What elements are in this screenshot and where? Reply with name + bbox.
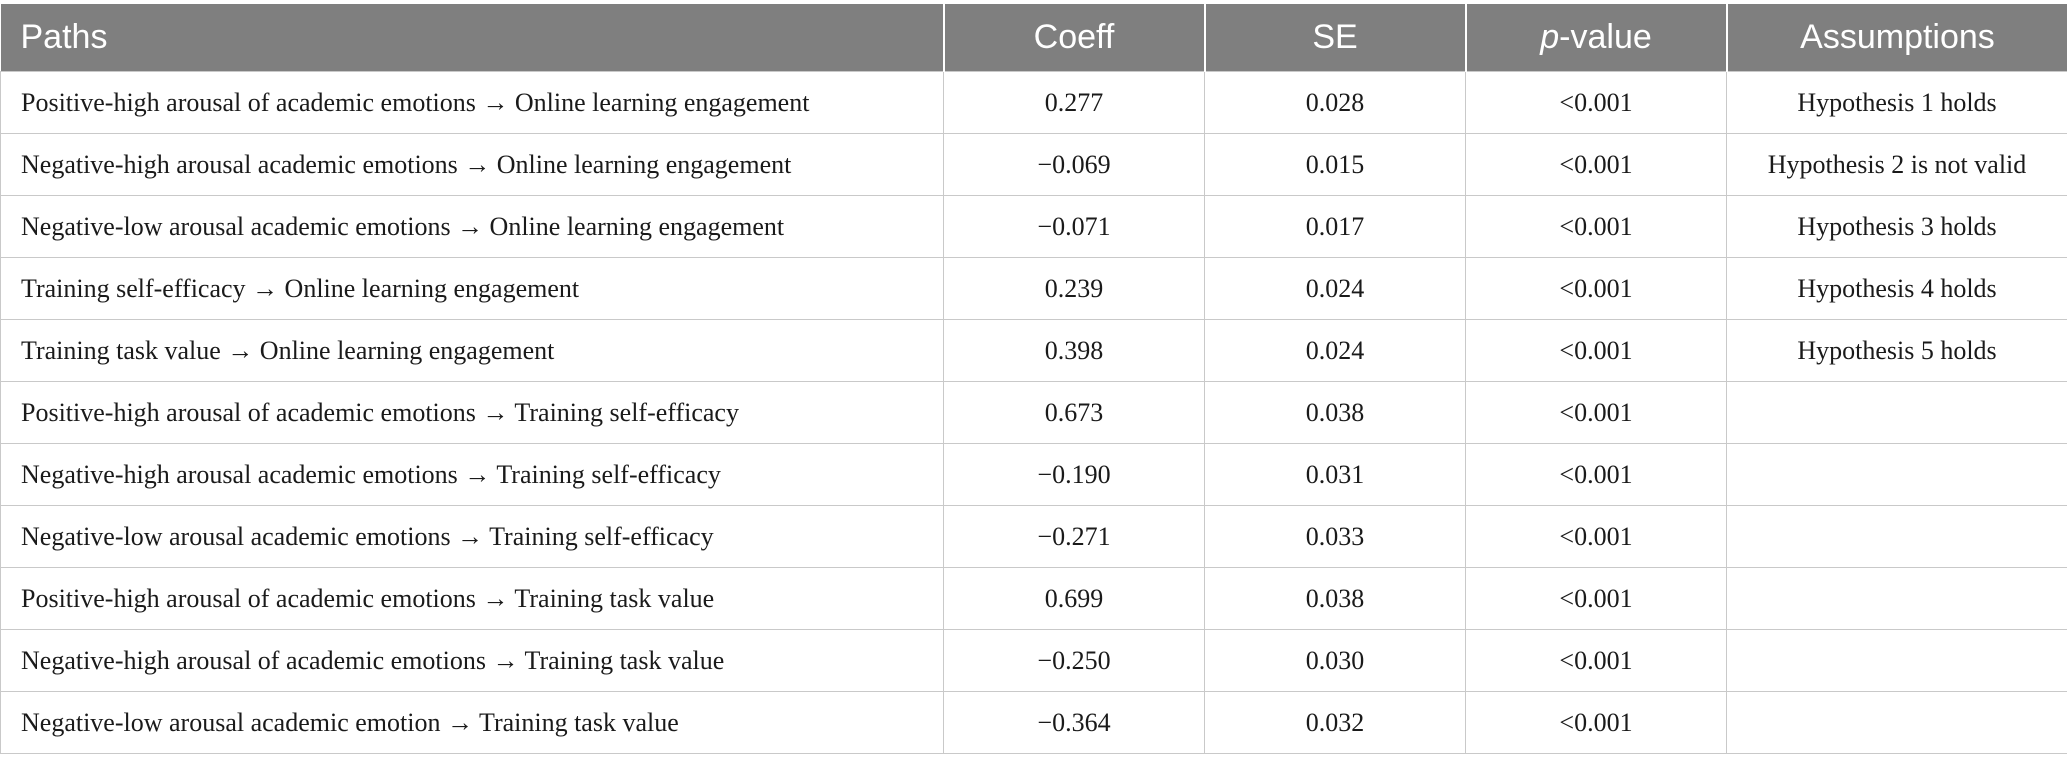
assumption-cell: [1726, 381, 2067, 444]
path-cell: Negative-high arousal academic emotions …: [0, 133, 944, 196]
path-cell: Negative-low arousal academic emotions →…: [0, 195, 944, 258]
se-cell: 0.033: [1204, 505, 1466, 568]
path-cell: Training self-efficacy → Online learning…: [0, 257, 944, 320]
p-value-cell: <0.001: [1465, 443, 1727, 506]
assumption-cell: Hypothesis 1 holds: [1726, 71, 2067, 134]
p-value-cell: <0.001: [1465, 71, 1727, 134]
path-cell: Negative-high arousal of academic emotio…: [0, 629, 944, 692]
p-value-cell: <0.001: [1465, 381, 1727, 444]
assumption-cell: Hypothesis 4 holds: [1726, 257, 2067, 320]
p-value-cell: <0.001: [1465, 629, 1727, 692]
header-se: SE: [1203, 4, 1466, 72]
table-row: Negative-low arousal academic emotions →…: [0, 505, 2067, 568]
p-value-cell: <0.001: [1465, 319, 1727, 382]
coeff-cell: −0.190: [943, 443, 1205, 506]
table-row: Negative-high arousal academic emotions …: [0, 443, 2067, 506]
header-row: Paths Coeff SE p-value Assumptions: [0, 4, 2067, 72]
table-row: Positive-high arousal of academic emotio…: [0, 381, 2067, 444]
coeff-cell: −0.069: [943, 133, 1205, 196]
se-cell: 0.031: [1204, 443, 1466, 506]
se-cell: 0.015: [1204, 133, 1466, 196]
se-cell: 0.024: [1204, 257, 1466, 320]
p-value-cell: <0.001: [1465, 257, 1727, 320]
table-row: Negative-high arousal of academic emotio…: [0, 629, 2067, 692]
table-row: Positive-high arousal of academic emotio…: [0, 567, 2067, 630]
path-cell: Positive-high arousal of academic emotio…: [0, 71, 944, 134]
se-cell: 0.024: [1204, 319, 1466, 382]
header-paths: Paths: [0, 4, 944, 72]
coeff-cell: 0.673: [943, 381, 1205, 444]
assumption-cell: [1726, 505, 2067, 568]
se-cell: 0.030: [1204, 629, 1466, 692]
path-cell: Negative-low arousal academic emotion → …: [0, 691, 944, 754]
assumption-cell: Hypothesis 5 holds: [1726, 319, 2067, 382]
p-value-cell: <0.001: [1465, 505, 1727, 568]
header-p-italic: p: [1540, 18, 1560, 56]
assumption-cell: Hypothesis 3 holds: [1726, 195, 2067, 258]
se-cell: 0.032: [1204, 691, 1466, 754]
table-row: Training self-efficacy → Online learning…: [0, 257, 2067, 320]
table-row: Training task value → Online learning en…: [0, 319, 2067, 382]
assumption-cell: [1726, 567, 2067, 630]
se-cell: 0.028: [1204, 71, 1466, 134]
table-row: Positive-high arousal of academic emotio…: [0, 71, 2067, 134]
table-body: Positive-high arousal of academic emotio…: [0, 71, 2067, 754]
coeff-cell: 0.699: [943, 567, 1205, 630]
assumption-cell: Hypothesis 2 is not valid: [1726, 133, 2067, 196]
coeff-cell: −0.271: [943, 505, 1205, 568]
coeff-cell: −0.250: [943, 629, 1205, 692]
coeff-cell: 0.239: [943, 257, 1205, 320]
path-cell: Positive-high arousal of academic emotio…: [0, 567, 944, 630]
assumption-cell: [1726, 443, 2067, 506]
header-p-suffix: -value: [1559, 18, 1652, 56]
header-coeff: Coeff: [942, 4, 1205, 72]
assumption-cell: [1726, 629, 2067, 692]
path-cell: Positive-high arousal of academic emotio…: [0, 381, 944, 444]
header-p-value: p-value: [1464, 4, 1727, 72]
path-cell: Negative-low arousal academic emotions →…: [0, 505, 944, 568]
table-row: Negative-low arousal academic emotion → …: [0, 691, 2067, 754]
path-cell: Negative-high arousal academic emotions …: [0, 443, 944, 506]
p-value-cell: <0.001: [1465, 567, 1727, 630]
path-results-table: Paths Coeff SE p-value Assumptions Posit…: [0, 4, 2067, 754]
se-cell: 0.017: [1204, 195, 1466, 258]
se-cell: 0.038: [1204, 381, 1466, 444]
table-row: Negative-high arousal academic emotions …: [0, 133, 2067, 196]
assumption-cell: [1726, 691, 2067, 754]
coeff-cell: 0.277: [943, 71, 1205, 134]
table-header: Paths Coeff SE p-value Assumptions: [0, 4, 2067, 72]
coeff-cell: 0.398: [943, 319, 1205, 382]
se-cell: 0.038: [1204, 567, 1466, 630]
results-table-container: Paths Coeff SE p-value Assumptions Posit…: [0, 4, 2067, 754]
header-assumptions: Assumptions: [1725, 4, 2067, 72]
coeff-cell: −0.364: [943, 691, 1205, 754]
p-value-cell: <0.001: [1465, 195, 1727, 258]
path-cell: Training task value → Online learning en…: [0, 319, 944, 382]
coeff-cell: −0.071: [943, 195, 1205, 258]
table-row: Negative-low arousal academic emotions →…: [0, 195, 2067, 258]
p-value-cell: <0.001: [1465, 133, 1727, 196]
p-value-cell: <0.001: [1465, 691, 1727, 754]
